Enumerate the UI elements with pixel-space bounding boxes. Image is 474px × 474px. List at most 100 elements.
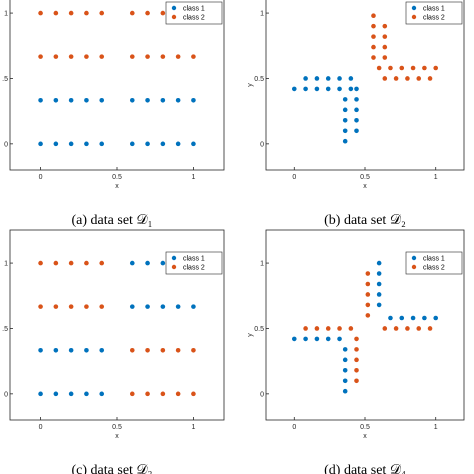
y-axis-label: y bbox=[247, 83, 254, 87]
point-class-2 bbox=[371, 13, 376, 18]
point-class-2 bbox=[160, 54, 166, 59]
panel-caption: (b) data set 𝒟₂ bbox=[324, 213, 406, 228]
point-class-2 bbox=[145, 54, 150, 59]
point-class-1 bbox=[303, 76, 308, 81]
point-class-1 bbox=[342, 97, 348, 102]
point-class-1 bbox=[342, 128, 348, 134]
legend-marker-class-2 bbox=[171, 14, 177, 20]
y-axis-label: y bbox=[247, 333, 254, 337]
point-class-2 bbox=[129, 54, 135, 59]
points bbox=[291, 260, 439, 394]
point-class-1 bbox=[145, 98, 150, 103]
y-tick-label: 0 bbox=[260, 141, 264, 148]
point-class-2 bbox=[382, 326, 388, 331]
point-class-1 bbox=[354, 107, 359, 113]
point-class-1 bbox=[303, 336, 308, 342]
point-class-2 bbox=[53, 54, 59, 59]
point-class-2 bbox=[382, 76, 388, 81]
point-class-2 bbox=[84, 304, 89, 309]
point-class-2 bbox=[365, 281, 371, 287]
point-class-1 bbox=[342, 138, 348, 144]
plot-frame bbox=[265, 0, 465, 171]
point-class-2 bbox=[382, 34, 388, 39]
point-class-1 bbox=[99, 348, 105, 353]
point-class-2 bbox=[365, 271, 371, 276]
point-class-1 bbox=[68, 141, 74, 147]
x-tick-label: 1 bbox=[434, 174, 438, 181]
point-class-1 bbox=[84, 391, 89, 397]
point-class-1 bbox=[303, 86, 308, 92]
point-class-2 bbox=[427, 76, 433, 81]
legend-marker-class-1 bbox=[411, 255, 417, 261]
point-class-1 bbox=[160, 304, 166, 309]
point-class-1 bbox=[53, 391, 59, 397]
point-class-1 bbox=[38, 348, 43, 353]
point-class-1 bbox=[84, 141, 89, 147]
x-tick-label: 0.5 bbox=[112, 424, 122, 431]
point-class-2 bbox=[68, 54, 74, 59]
point-class-2 bbox=[68, 260, 74, 266]
point-class-2 bbox=[416, 326, 422, 331]
point-class-1 bbox=[422, 315, 427, 321]
x-tick-label: 0 bbox=[292, 174, 296, 181]
point-class-2 bbox=[53, 260, 59, 266]
point-class-2 bbox=[175, 391, 181, 397]
point-class-1 bbox=[68, 348, 74, 353]
point-class-2 bbox=[348, 326, 354, 331]
point-class-1 bbox=[68, 98, 74, 103]
point-class-2 bbox=[99, 54, 105, 59]
legend-marker-class-2 bbox=[171, 264, 177, 270]
x-tick-label: 1 bbox=[434, 424, 438, 431]
point-class-1 bbox=[325, 76, 331, 81]
panel-caption: (d) data set 𝒟₄ bbox=[324, 463, 406, 474]
point-class-1 bbox=[354, 97, 359, 102]
point-class-2 bbox=[354, 368, 359, 373]
point-class-1 bbox=[53, 141, 59, 147]
point-class-2 bbox=[129, 10, 135, 16]
point-class-2 bbox=[371, 44, 376, 50]
point-class-1 bbox=[342, 378, 348, 384]
point-class-1 bbox=[38, 98, 43, 103]
x-axis-label: x bbox=[363, 183, 367, 190]
legend-label: class 1 bbox=[183, 6, 205, 13]
legend bbox=[405, 251, 463, 275]
point-class-1 bbox=[145, 260, 150, 266]
point-class-1 bbox=[291, 336, 297, 342]
point-class-1 bbox=[399, 315, 405, 321]
point-class-1 bbox=[376, 292, 382, 297]
point-class-2 bbox=[410, 65, 416, 71]
legend-label: class 1 bbox=[423, 256, 445, 263]
point-class-2 bbox=[38, 10, 43, 16]
point-class-1 bbox=[38, 391, 43, 397]
point-class-1 bbox=[191, 304, 196, 309]
point-class-1 bbox=[337, 86, 342, 92]
x-tick-label: 0 bbox=[39, 174, 43, 181]
point-class-1 bbox=[160, 98, 166, 103]
legend bbox=[165, 1, 223, 25]
point-class-2 bbox=[99, 260, 105, 266]
point-class-1 bbox=[191, 141, 196, 147]
y-tick-label: 0 bbox=[4, 391, 8, 398]
point-class-2 bbox=[405, 326, 410, 331]
legend-marker-class-2 bbox=[411, 264, 417, 270]
point-class-1 bbox=[38, 141, 43, 147]
y-tick-label: .5 bbox=[2, 326, 8, 333]
point-class-1 bbox=[376, 260, 382, 266]
point-class-2 bbox=[129, 348, 135, 353]
point-class-2 bbox=[38, 304, 43, 309]
legend-marker-class-1 bbox=[171, 5, 177, 11]
x-tick-label: 0.5 bbox=[112, 174, 122, 181]
point-class-1 bbox=[314, 76, 320, 81]
point-class-1 bbox=[129, 98, 135, 103]
point-class-2 bbox=[68, 304, 74, 309]
point-class-1 bbox=[84, 98, 89, 103]
legend-label: class 1 bbox=[183, 256, 205, 263]
point-class-1 bbox=[129, 260, 135, 266]
x-tick-label: 0 bbox=[39, 424, 43, 431]
x-tick-label: 0 bbox=[292, 424, 296, 431]
point-class-2 bbox=[99, 10, 105, 16]
x-tick-label: 0.5 bbox=[360, 174, 370, 181]
legend-label: class 1 bbox=[423, 6, 445, 13]
point-class-2 bbox=[422, 65, 427, 71]
